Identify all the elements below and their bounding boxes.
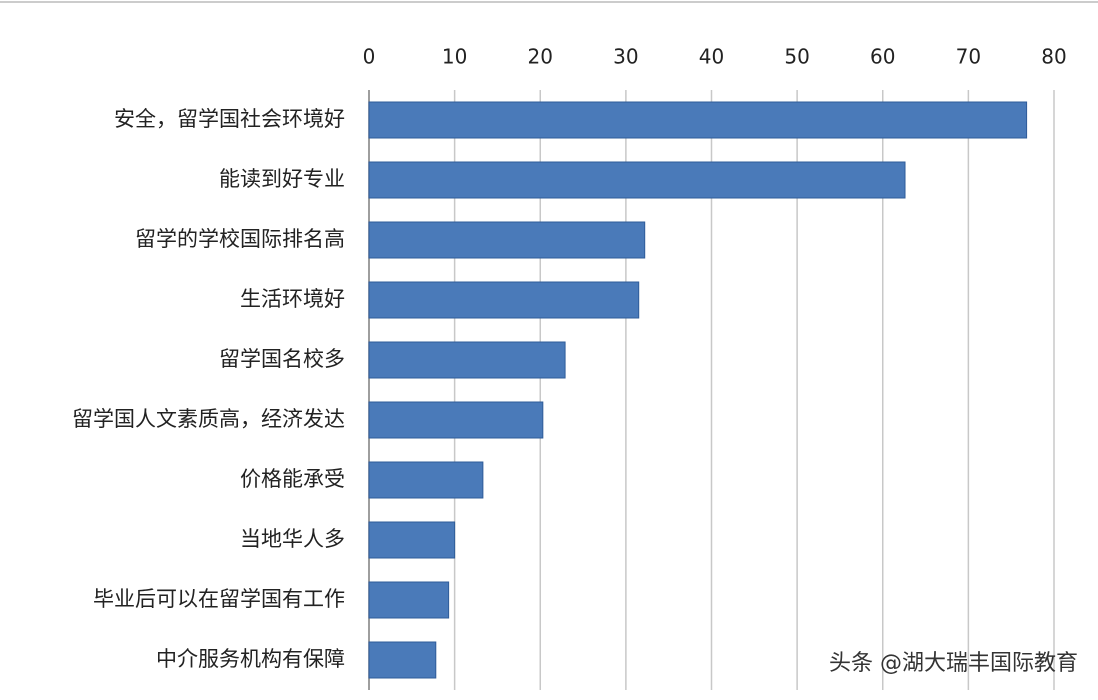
x-tick-label: 50: [784, 45, 809, 69]
bar: [368, 221, 646, 259]
bar: [368, 161, 906, 199]
bar: [368, 461, 484, 499]
y-tick-label: 当地华人多: [240, 527, 345, 551]
watermark: 头条 @湖大瑞丰国际教育: [829, 651, 1078, 676]
x-tick-label: 30: [613, 45, 638, 69]
y-tick-label: 价格能承受: [240, 467, 345, 491]
bar: [368, 401, 544, 439]
bar: [368, 521, 456, 559]
x-tick-label: 70: [956, 45, 981, 69]
x-tick-label: 80: [1041, 45, 1066, 69]
x-tick-label: 10: [442, 45, 467, 69]
y-tick-label: 留学的学校国际排名高: [135, 227, 345, 251]
y-tick-label: 安全，留学国社会环境好: [114, 107, 345, 131]
bar: [368, 281, 640, 319]
y-tick-label: 中介服务机构有保障: [156, 647, 345, 671]
y-tick-label: 留学国人文素质高，经济发达: [72, 407, 345, 431]
x-tick-label: 0: [363, 45, 376, 69]
x-tick-label: 40: [699, 45, 724, 69]
bar: [368, 101, 1028, 139]
bar: [368, 581, 450, 619]
y-tick-label: 生活环境好: [240, 287, 345, 311]
y-tick-label: 毕业后可以在留学国有工作: [93, 587, 345, 611]
x-tick-label: 20: [528, 45, 553, 69]
bar: [368, 341, 566, 379]
bar: [368, 641, 437, 679]
x-tick-label: 60: [870, 45, 895, 69]
y-tick-label: 留学国名校多: [219, 347, 345, 371]
y-tick-label: 能读到好专业: [219, 167, 345, 191]
